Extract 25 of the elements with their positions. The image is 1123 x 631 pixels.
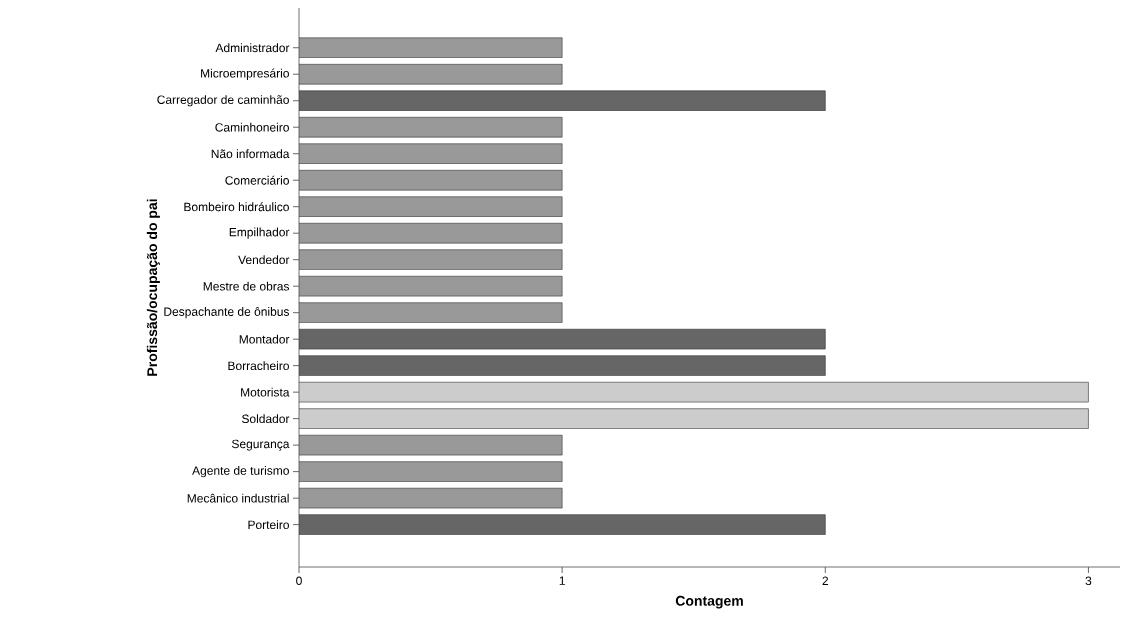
x-tick-label: 1 xyxy=(559,576,565,585)
y-tick-label: Montador xyxy=(239,334,290,344)
y-tick-label: Microempresário xyxy=(201,68,289,80)
y-tick-label: Não informada xyxy=(211,149,290,159)
y-tick-label: Mecânico industrial xyxy=(187,493,289,503)
y-tick-label: Segurança xyxy=(231,439,290,451)
y-tick-label: Mestre de obras xyxy=(203,281,290,291)
x-tick-label: 3 xyxy=(1085,576,1092,586)
y-tick-label: Motorista xyxy=(241,387,290,397)
y-tick-label: Caminhoneiro xyxy=(215,122,289,132)
y-tick-label: Borracheiro xyxy=(228,361,289,371)
y-tick-label: Administrador xyxy=(215,43,290,53)
y-tick-label: Vendedor xyxy=(238,255,290,265)
y-tick-label: Comerciário xyxy=(225,175,289,185)
x-axis-title: Contagem xyxy=(675,595,743,609)
y-tick-label: Carregador de caminhão xyxy=(157,95,289,107)
x-tick-label: 0 xyxy=(296,576,302,586)
x-tick-label: 2 xyxy=(822,576,829,585)
y-tick-label: Bombeiro hidráulico xyxy=(184,202,289,212)
y-tick-label: Soldador xyxy=(241,414,290,424)
y-axis-title: Profissão/ocupação do pai xyxy=(146,199,160,376)
y-tick-label: Empilhador xyxy=(229,227,290,239)
y-tick-label: Despachante de ônibus xyxy=(164,307,290,319)
y-tick-label: Porteiro xyxy=(248,520,289,530)
y-tick-label: Agente de turismo xyxy=(192,466,289,478)
